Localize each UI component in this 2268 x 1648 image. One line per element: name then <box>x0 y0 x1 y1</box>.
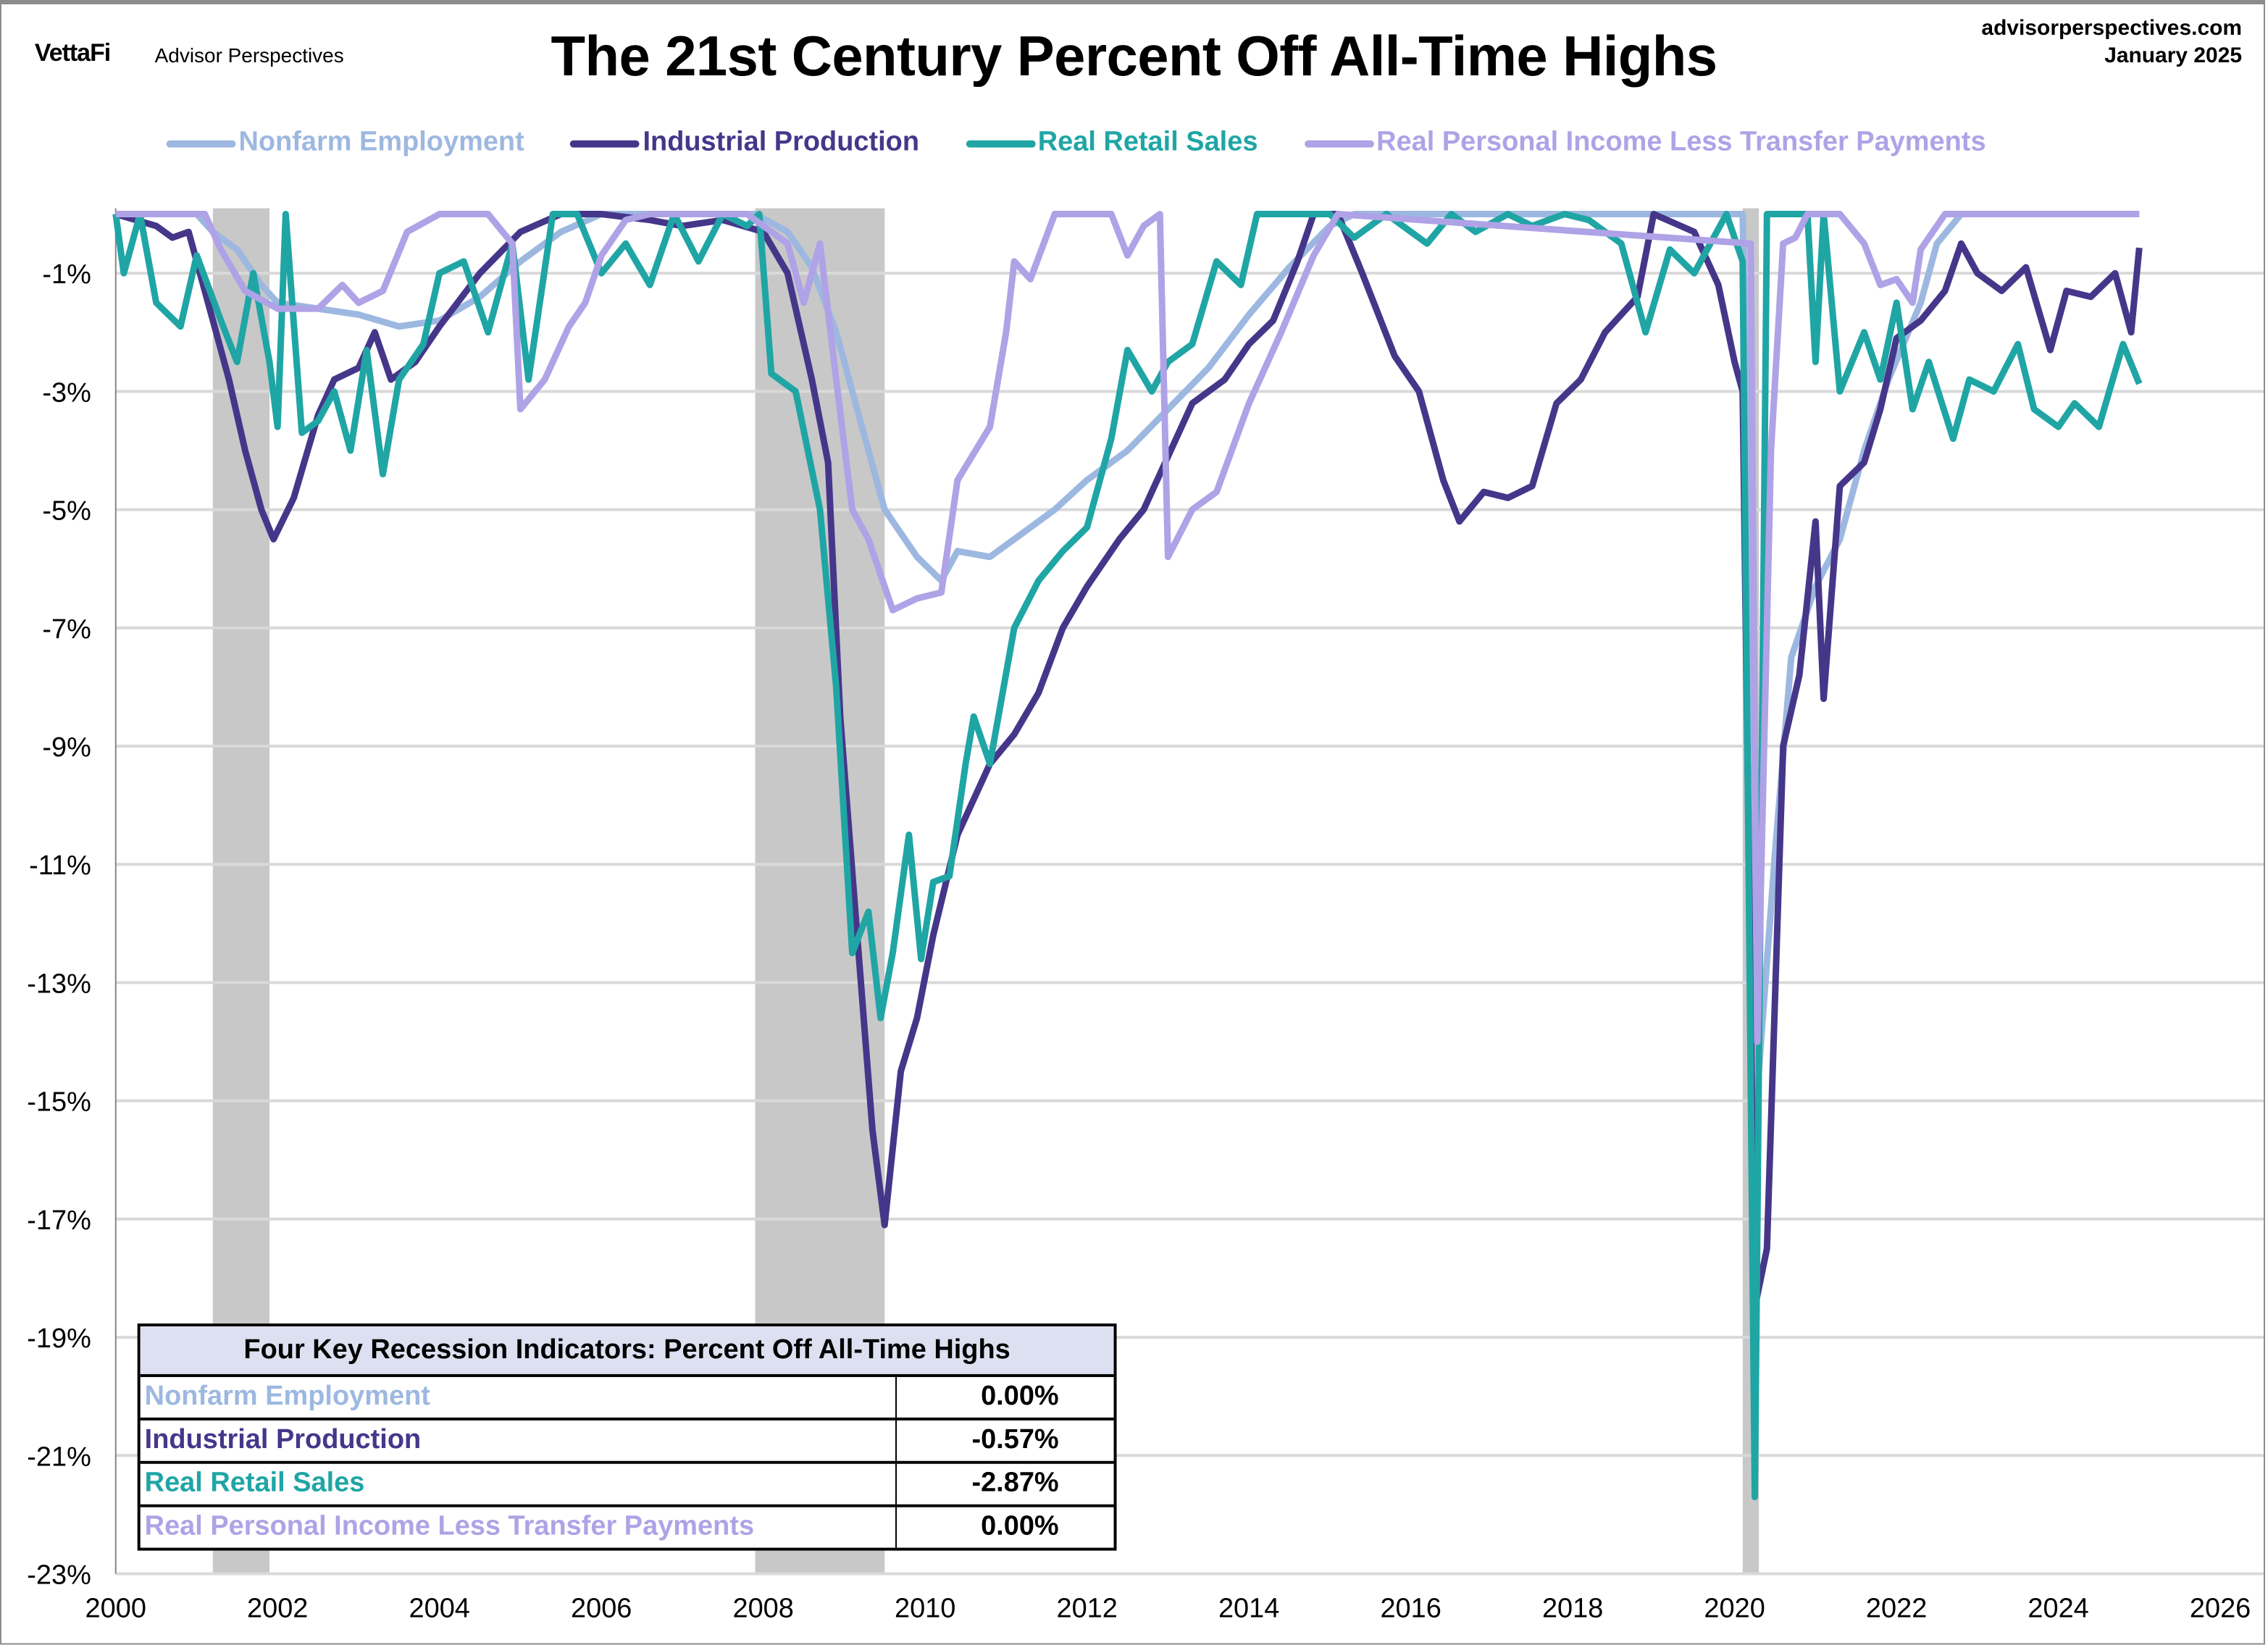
x-tick-label: 2014 <box>1218 1593 1279 1623</box>
x-tick-label: 2008 <box>733 1593 794 1623</box>
row-label: Nonfarm Employment <box>141 1376 897 1418</box>
legend-label: Nonfarm Employment <box>238 127 524 158</box>
row-value: -2.87% <box>971 1468 1059 1499</box>
x-tick-label: 2022 <box>1866 1593 1927 1623</box>
table-row: Nonfarm Employment 0.00% <box>140 1376 1114 1421</box>
x-tick-label: 2000 <box>85 1593 146 1623</box>
table-row: Real Retail Sales -2.87% <box>140 1463 1114 1507</box>
legend-swatch <box>570 139 640 147</box>
y-tick-label: -7% <box>42 614 91 645</box>
series-line-2 <box>112 211 2143 1500</box>
legend-label: Real Personal Income Less Transfer Payme… <box>1376 127 1986 158</box>
vettafi-logo: VettaFi <box>34 38 111 67</box>
source-info: advisorperspectives.com January 2025 <box>1981 14 2242 70</box>
x-tick-label: 2002 <box>247 1593 308 1623</box>
y-tick-label: -23% <box>27 1560 91 1590</box>
summary-table: Four Key Recession Indicators: Percent O… <box>137 1323 1117 1551</box>
legend-swatch <box>965 139 1035 147</box>
y-tick-label: -3% <box>42 377 91 408</box>
row-label: Industrial Production <box>141 1420 897 1461</box>
y-tick-label: -1% <box>42 259 91 290</box>
y-tick-label: -5% <box>42 496 91 527</box>
x-tick-label: 2010 <box>895 1593 955 1623</box>
legend-swatch <box>166 139 236 147</box>
x-tick-label: 2016 <box>1380 1593 1441 1623</box>
legend-item-nonfarm: Nonfarm Employment <box>166 127 524 159</box>
table-title: Four Key Recession Indicators: Percent O… <box>140 1326 1114 1377</box>
x-tick-label: 2012 <box>1056 1593 1117 1623</box>
legend-label: Industrial Production <box>643 127 919 158</box>
y-tick-label: -19% <box>27 1323 91 1354</box>
x-tick-label: 2018 <box>1542 1593 1603 1623</box>
legend-item-industrial: Industrial Production <box>570 127 919 159</box>
x-tick-label: 2026 <box>2190 1593 2251 1623</box>
x-tick-label: 2024 <box>2028 1593 2088 1623</box>
table-row: Industrial Production -0.57% <box>140 1420 1114 1464</box>
x-tick-label: 2004 <box>409 1593 470 1623</box>
row-value: -0.57% <box>971 1424 1059 1455</box>
y-tick-label: -21% <box>27 1442 91 1472</box>
site-url: advisorperspectives.com <box>1981 15 2243 41</box>
chart-title: The 21st Century Percent Off All-Time Hi… <box>551 25 1718 88</box>
legend: Nonfarm Employment Industrial Production… <box>0 127 2210 159</box>
advisor-perspectives-logo: Advisor Perspectives <box>154 43 344 67</box>
legend-item-retail: Real Retail Sales <box>965 127 1258 159</box>
row-value: 0.00% <box>981 1381 1059 1412</box>
row-label: Real Personal Income Less Transfer Payme… <box>141 1507 897 1548</box>
series-line-3 <box>115 211 2140 1045</box>
y-tick-label: -9% <box>42 732 91 763</box>
y-tick-label: -15% <box>27 1087 91 1118</box>
row-value: 0.00% <box>981 1511 1059 1542</box>
table-row: Real Personal Income Less Transfer Payme… <box>141 1507 1114 1548</box>
y-tick-label: -11% <box>29 850 91 881</box>
legend-swatch <box>1304 139 1374 147</box>
publish-date: January 2025 <box>2104 43 2243 68</box>
legend-label: Real Retail Sales <box>1037 127 1258 158</box>
legend-item-income: Real Personal Income Less Transfer Payme… <box>1304 127 1986 159</box>
y-tick-label: -17% <box>27 1205 91 1236</box>
row-label: Real Retail Sales <box>141 1463 897 1505</box>
y-tick-label: -13% <box>27 969 91 999</box>
x-tick-label: 2020 <box>1704 1593 1765 1623</box>
x-tick-label: 2006 <box>571 1593 632 1623</box>
